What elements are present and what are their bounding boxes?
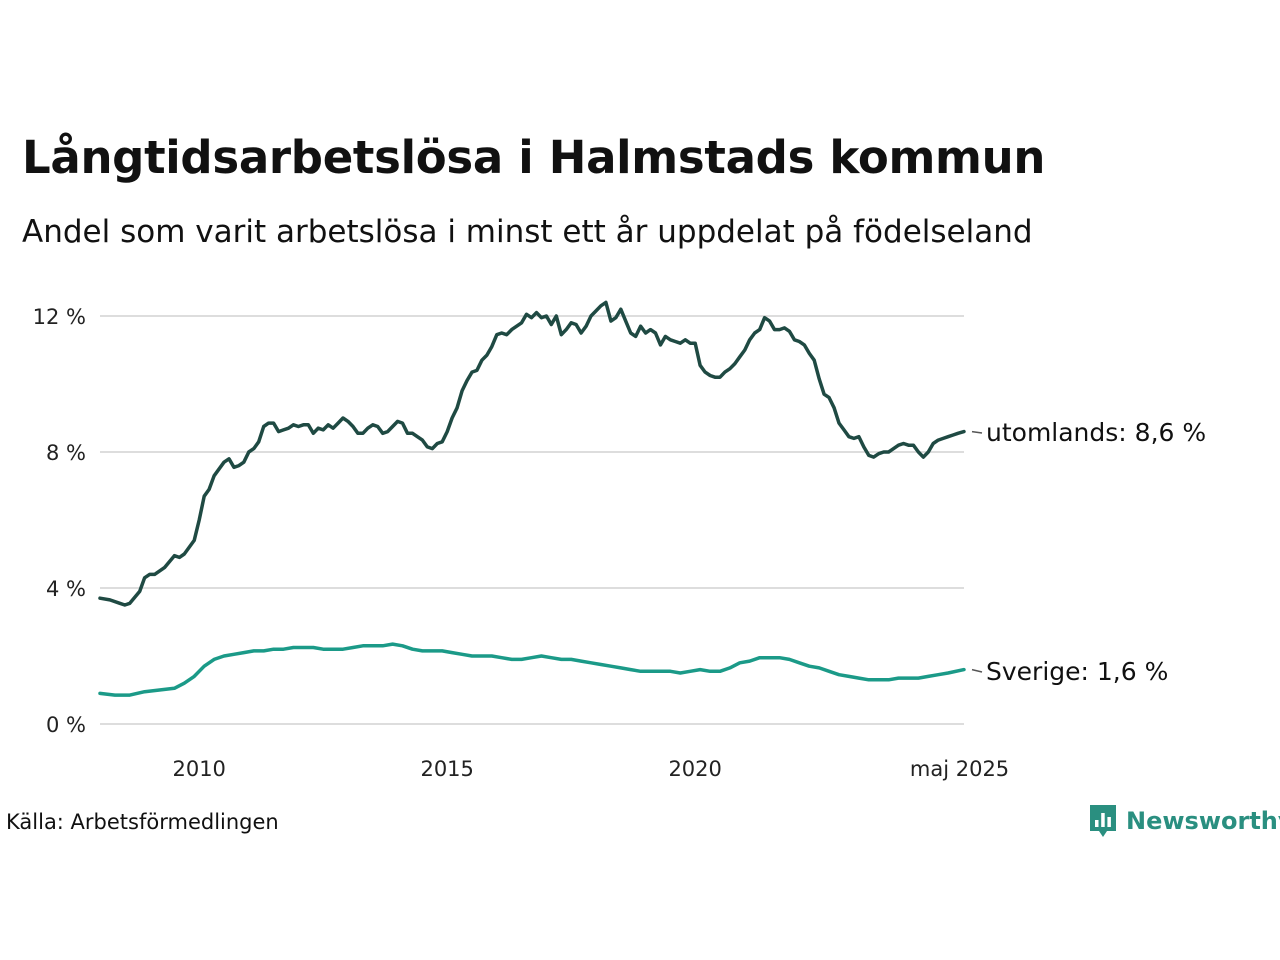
y-tick-label-1: 4 %	[46, 577, 86, 601]
series-lines	[98, 300, 966, 697]
label-connector-sverige	[971, 668, 983, 673]
y-tick-label-2: 8 %	[46, 441, 86, 465]
x-tick-label-0: 2010	[172, 757, 225, 781]
y-tick-label-3: 12 %	[33, 305, 86, 329]
brand-name: Newsworthy	[1126, 807, 1280, 835]
y-axis-ticks: 0 % 4 % 8 % 12 %	[33, 305, 86, 737]
x-tick-label-3: maj 2025	[910, 757, 1009, 781]
end-label-sverige: Sverige: 1,6 %	[986, 657, 1168, 686]
chart-title: Långtidsarbetslösa i Halmstads kommun	[22, 131, 1046, 184]
newsworthy-chart-icon	[1090, 805, 1116, 837]
series-line-sverige	[98, 642, 966, 697]
end-label-utomlands: utomlands: 8,6 %	[986, 418, 1206, 447]
label-connector-utomlands	[971, 430, 983, 434]
series-line-utomlands	[98, 300, 966, 607]
x-tick-label-1: 2015	[420, 757, 473, 781]
x-axis-ticks: 2010 2015 2020 maj 2025	[172, 757, 1009, 781]
source-note: Källa: Arbetsförmedlingen	[6, 810, 279, 834]
brand-logo: Newsworthy	[1088, 803, 1280, 839]
chart-subtitle: Andel som varit arbetslösa i minst ett å…	[22, 214, 1033, 250]
y-tick-label-0: 0 %	[46, 713, 86, 737]
grid-lines	[100, 315, 964, 725]
series-end-labels: utomlands: 8,6 % Sverige: 1,6 %	[971, 418, 1206, 686]
x-tick-label-2: 2020	[668, 757, 721, 781]
